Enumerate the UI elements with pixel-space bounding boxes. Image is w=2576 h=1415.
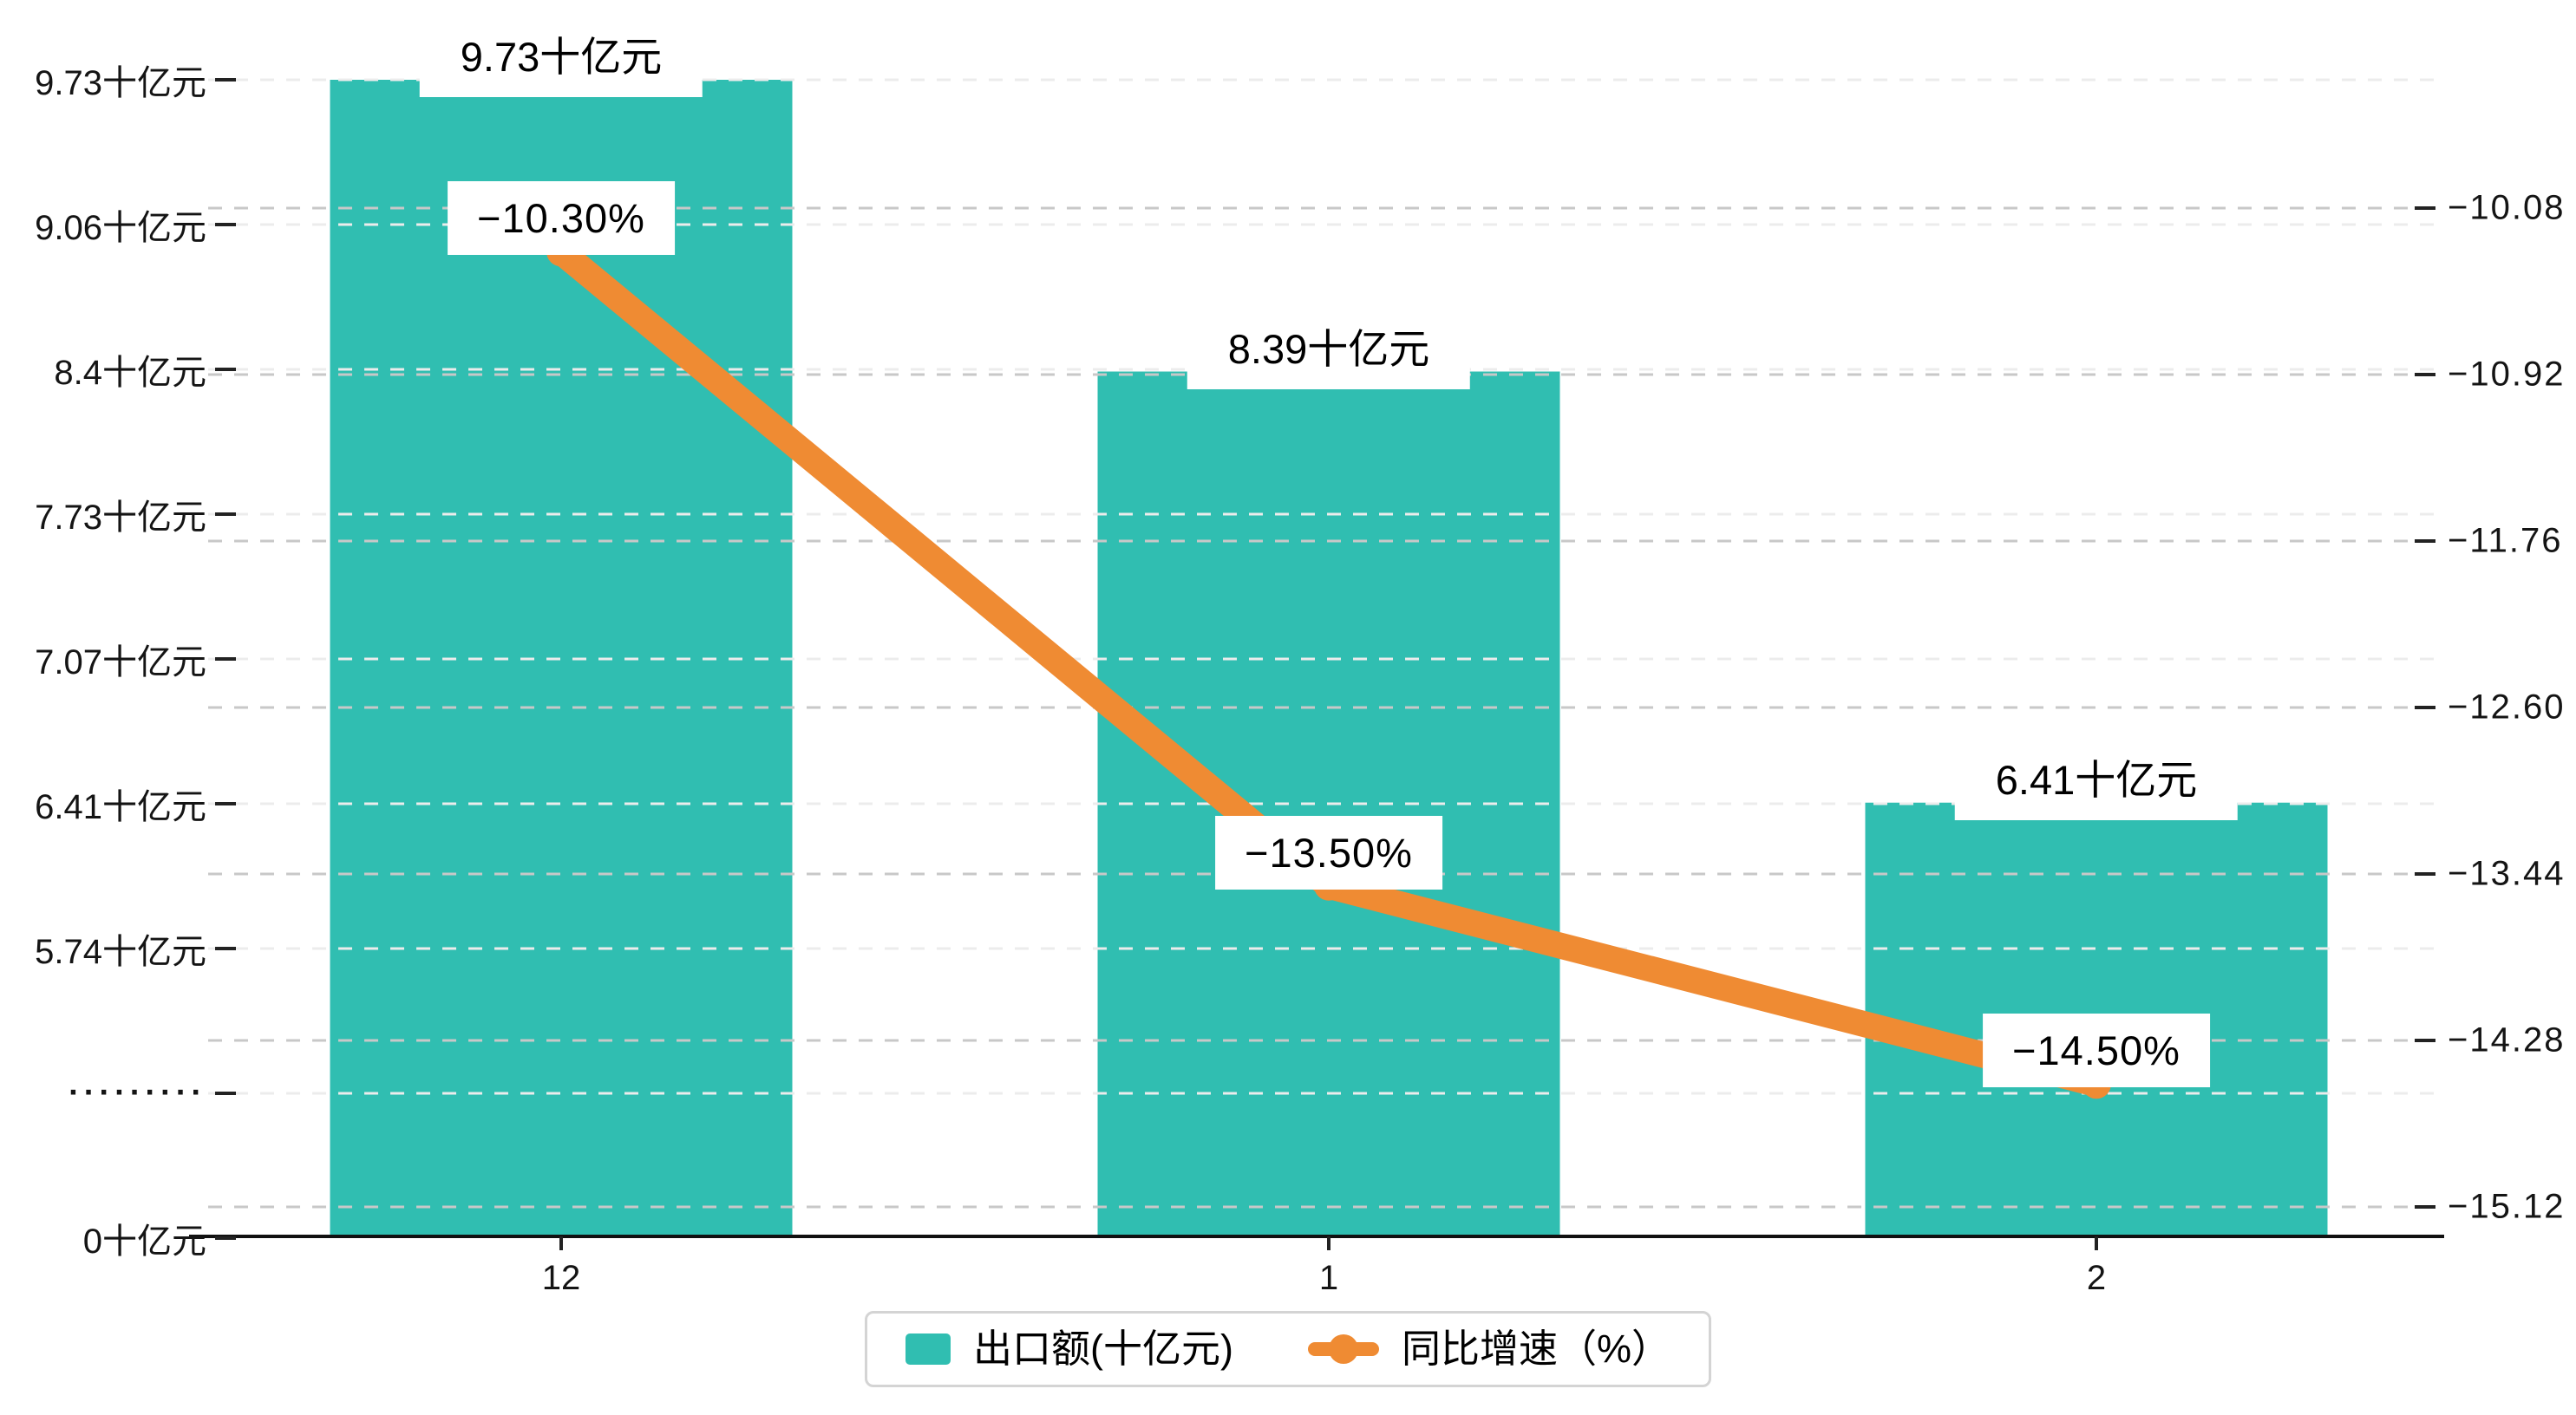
growth-point-2 bbox=[2082, 1069, 2111, 1099]
legend-item-export-value[interactable]: 出口额(十亿元) bbox=[906, 1327, 1233, 1371]
bar-2 bbox=[1865, 802, 2328, 1238]
growth-point-1 bbox=[1314, 871, 1344, 901]
bar-series-swatch-icon bbox=[906, 1333, 951, 1365]
legend-label-yoy-growth: 同比增速（%） bbox=[1401, 1327, 1670, 1371]
legend-label-export-value: 出口额(十亿元) bbox=[973, 1327, 1233, 1371]
growth-point-0 bbox=[546, 237, 576, 267]
line-series-marker-icon bbox=[1307, 1333, 1379, 1364]
legend-item-yoy-growth[interactable]: 同比增速（%） bbox=[1307, 1327, 1670, 1371]
legend: 出口额(十亿元) 同比增速（%） bbox=[865, 1311, 1711, 1387]
line-marker-dot-icon bbox=[1328, 1333, 1358, 1364]
